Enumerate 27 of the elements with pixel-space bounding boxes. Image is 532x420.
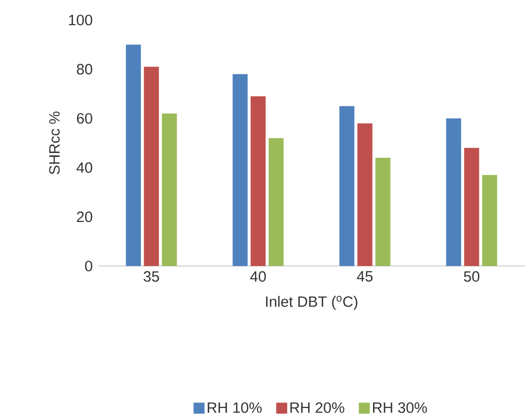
legend-label: RH 10% [208,402,262,413]
bar [375,158,390,266]
bar [464,148,480,266]
bar [162,113,177,266]
bar [268,138,284,266]
bar [250,96,266,266]
legend-label: RH 20% [290,402,344,413]
bar [482,174,498,266]
y-tick-label: 60 [76,113,92,124]
x-tick-label: 45 [356,271,373,282]
y-tick-label: 80 [76,64,92,74]
bar [144,66,159,266]
y-axis-title: SHRcc % [49,112,60,174]
x-axis-title: Inlet DBT ($^{o}$C) [266,296,358,310]
legend-label: RH 30% [373,402,427,413]
bar [126,44,141,266]
x-tick-label: 50 [464,271,480,282]
y-tick-label: 100 [69,14,92,26]
y-tick-label: 0 [85,260,92,272]
bar [339,106,354,266]
y-tick-label: 40 [76,162,92,173]
x-tick-label: 35 [144,271,160,282]
bar [357,123,372,266]
bar [232,74,248,266]
y-tick-label: 20 [76,212,92,222]
bar [446,118,462,266]
x-tick-label: 40 [250,271,266,282]
